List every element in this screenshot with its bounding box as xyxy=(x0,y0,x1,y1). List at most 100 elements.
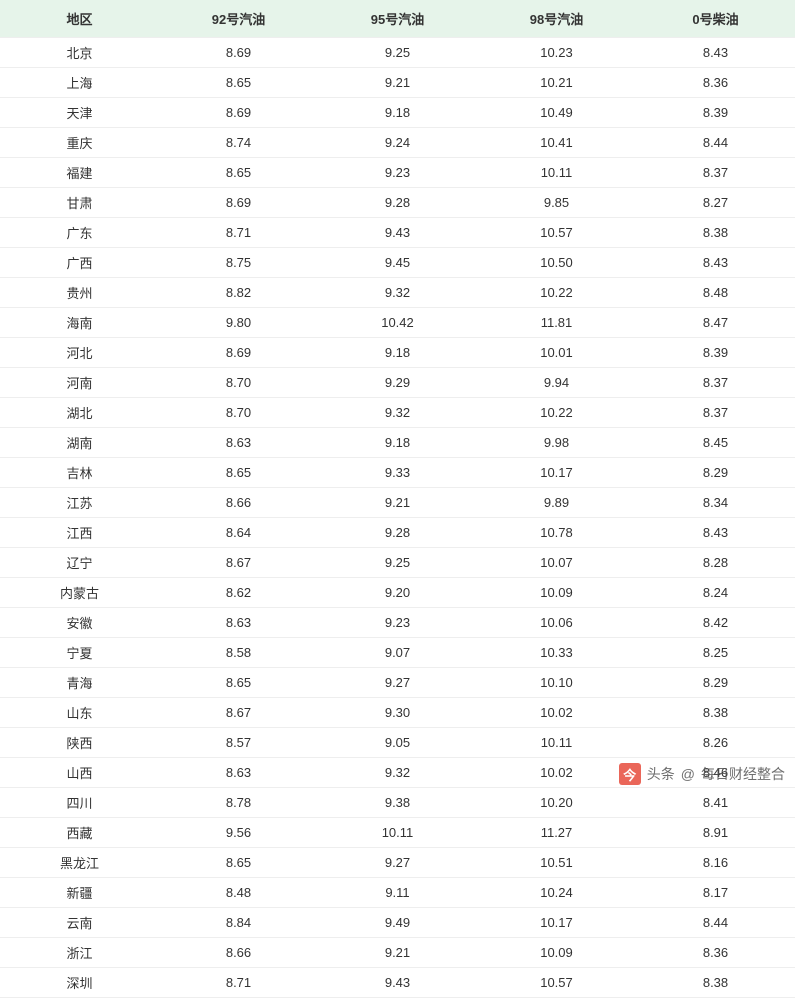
cell-region: 新疆 xyxy=(0,878,159,908)
cell-region: 四川 xyxy=(0,788,159,818)
table-row: 北京8.699.2510.238.43 xyxy=(0,38,795,68)
cell-price: 10.49 xyxy=(477,98,636,128)
cell-price: 9.89 xyxy=(477,488,636,518)
cell-region: 贵州 xyxy=(0,278,159,308)
table-header: 地区 92号汽油 95号汽油 98号汽油 0号柴油 xyxy=(0,0,795,38)
cell-price: 8.91 xyxy=(636,818,795,848)
cell-price: 9.38 xyxy=(318,788,477,818)
cell-price: 9.18 xyxy=(318,428,477,458)
cell-region: 重庆 xyxy=(0,128,159,158)
cell-price: 8.71 xyxy=(159,968,318,998)
cell-region: 河北 xyxy=(0,338,159,368)
cell-price: 8.65 xyxy=(159,458,318,488)
cell-region: 河南 xyxy=(0,368,159,398)
cell-price: 11.81 xyxy=(477,308,636,338)
table-row: 河南8.709.299.948.37 xyxy=(0,368,795,398)
table-row: 甘肃8.699.289.858.27 xyxy=(0,188,795,218)
cell-price: 10.02 xyxy=(477,698,636,728)
table-row: 广西8.759.4510.508.43 xyxy=(0,248,795,278)
col-gasoline-92: 92号汽油 xyxy=(159,0,318,38)
cell-price: 8.45 xyxy=(636,428,795,458)
cell-price: 8.69 xyxy=(159,188,318,218)
table-row: 新疆8.489.1110.248.17 xyxy=(0,878,795,908)
cell-price: 9.80 xyxy=(159,308,318,338)
cell-price: 8.38 xyxy=(636,698,795,728)
cell-price: 8.38 xyxy=(636,218,795,248)
cell-price: 10.17 xyxy=(477,458,636,488)
cell-price: 10.78 xyxy=(477,518,636,548)
cell-price: 10.24 xyxy=(477,878,636,908)
cell-price: 8.26 xyxy=(636,728,795,758)
cell-price: 8.78 xyxy=(159,788,318,818)
table-row: 山东8.679.3010.028.38 xyxy=(0,698,795,728)
cell-region: 陕西 xyxy=(0,728,159,758)
cell-price: 8.66 xyxy=(159,488,318,518)
cell-price: 8.37 xyxy=(636,398,795,428)
cell-price: 10.06 xyxy=(477,608,636,638)
table-row: 深圳8.719.4310.578.38 xyxy=(0,968,795,998)
table-row: 吉林8.659.3310.178.29 xyxy=(0,458,795,488)
col-region: 地区 xyxy=(0,0,159,38)
cell-price: 8.65 xyxy=(159,848,318,878)
cell-region: 广西 xyxy=(0,248,159,278)
cell-price: 9.05 xyxy=(318,728,477,758)
cell-price: 8.65 xyxy=(159,158,318,188)
table-row: 上海8.659.2110.218.36 xyxy=(0,68,795,98)
cell-price: 10.57 xyxy=(477,218,636,248)
cell-price: 8.27 xyxy=(636,188,795,218)
cell-price: 8.43 xyxy=(636,38,795,68)
cell-price: 10.22 xyxy=(477,398,636,428)
cell-price: 9.28 xyxy=(318,188,477,218)
cell-region: 宁夏 xyxy=(0,638,159,668)
cell-price: 10.09 xyxy=(477,578,636,608)
cell-region: 内蒙古 xyxy=(0,578,159,608)
cell-price: 8.67 xyxy=(159,548,318,578)
cell-price: 8.70 xyxy=(159,368,318,398)
cell-price: 8.69 xyxy=(159,98,318,128)
cell-price: 8.69 xyxy=(159,38,318,68)
cell-region: 吉林 xyxy=(0,458,159,488)
cell-price: 8.65 xyxy=(159,668,318,698)
cell-price: 8.25 xyxy=(636,638,795,668)
cell-region: 辽宁 xyxy=(0,548,159,578)
cell-price: 10.20 xyxy=(477,788,636,818)
table-row: 江苏8.669.219.898.34 xyxy=(0,488,795,518)
cell-price: 9.98 xyxy=(477,428,636,458)
cell-price: 8.29 xyxy=(636,458,795,488)
table-row: 黑龙江8.659.2710.518.16 xyxy=(0,848,795,878)
cell-price: 10.51 xyxy=(477,848,636,878)
cell-price: 10.21 xyxy=(477,68,636,98)
cell-region: 青海 xyxy=(0,668,159,698)
cell-price: 9.94 xyxy=(477,368,636,398)
cell-price: 8.69 xyxy=(159,338,318,368)
cell-price: 8.71 xyxy=(159,218,318,248)
cell-price: 8.70 xyxy=(159,398,318,428)
cell-price: 8.65 xyxy=(159,68,318,98)
cell-price: 9.07 xyxy=(318,638,477,668)
col-diesel-0: 0号柴油 xyxy=(636,0,795,38)
cell-price: 8.63 xyxy=(159,428,318,458)
table-row: 广东8.719.4310.578.38 xyxy=(0,218,795,248)
cell-price: 8.47 xyxy=(636,308,795,338)
table-row: 天津8.699.1810.498.39 xyxy=(0,98,795,128)
cell-price: 8.36 xyxy=(636,68,795,98)
table-row: 四川8.789.3810.208.41 xyxy=(0,788,795,818)
cell-price: 8.42 xyxy=(636,608,795,638)
cell-price: 8.37 xyxy=(636,368,795,398)
cell-price: 8.58 xyxy=(159,638,318,668)
cell-region: 西藏 xyxy=(0,818,159,848)
cell-price: 9.32 xyxy=(318,758,477,788)
cell-price: 8.44 xyxy=(636,908,795,938)
cell-price: 8.28 xyxy=(636,548,795,578)
cell-price: 10.11 xyxy=(477,158,636,188)
cell-price: 9.32 xyxy=(318,278,477,308)
cell-price: 8.63 xyxy=(159,758,318,788)
cell-price: 11.27 xyxy=(477,818,636,848)
cell-price: 9.27 xyxy=(318,668,477,698)
table-row: 重庆8.749.2410.418.44 xyxy=(0,128,795,158)
cell-region: 云南 xyxy=(0,908,159,938)
cell-price: 8.46 xyxy=(636,758,795,788)
cell-price: 9.45 xyxy=(318,248,477,278)
cell-price: 8.34 xyxy=(636,488,795,518)
cell-price: 10.23 xyxy=(477,38,636,68)
